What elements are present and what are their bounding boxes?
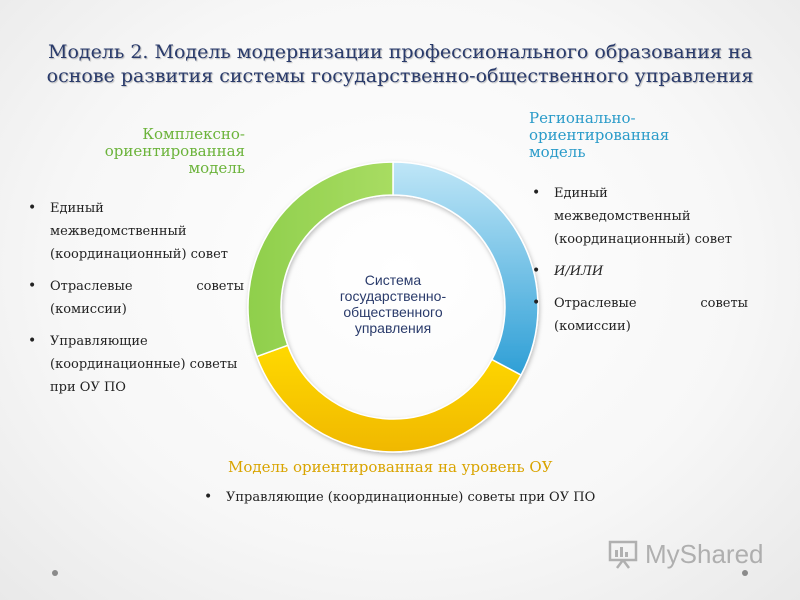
list-item: Управляющие (координационные) советы при…	[24, 330, 244, 399]
bottom-model-list: Управляющие (координационные) советы при…	[200, 486, 660, 518]
bottom-model-heading: Модель ориентированная на уровень ОУ	[228, 458, 553, 476]
ring-segment-complex	[247, 161, 394, 358]
list-item: Отраслевые советы (комиссии)	[24, 275, 244, 321]
list-item: Единый межведомственный (координационный…	[528, 182, 748, 251]
list-item: Единый межведомственный (координационный…	[24, 197, 244, 266]
presentation-board-icon	[608, 540, 638, 569]
list-item: Управляющие (координационные) советы при…	[200, 486, 660, 509]
list-item: И/ИЛИ	[528, 260, 748, 283]
list-item: Отраслевые советы (комиссии)	[528, 292, 748, 338]
center-label: Система государственно-общественного упр…	[339, 272, 447, 336]
page-title: Модель 2. Модель модернизации профессион…	[46, 41, 754, 87]
left-model-list: Единый межведомственный (координационный…	[24, 197, 244, 408]
watermark: MyShared	[607, 538, 764, 570]
right-model-list: Единый межведомственный (координационный…	[528, 182, 748, 347]
corner-dot	[742, 570, 748, 576]
corner-dot	[52, 570, 58, 576]
left-model-heading: Комплексно-ориентированная модель	[104, 125, 245, 177]
watermark-text: MyShared	[645, 538, 764, 569]
right-model-heading: Регионально-ориентированная модель	[529, 109, 670, 161]
ring-segment-institution	[255, 344, 523, 453]
ring-segment-regional	[392, 161, 539, 377]
